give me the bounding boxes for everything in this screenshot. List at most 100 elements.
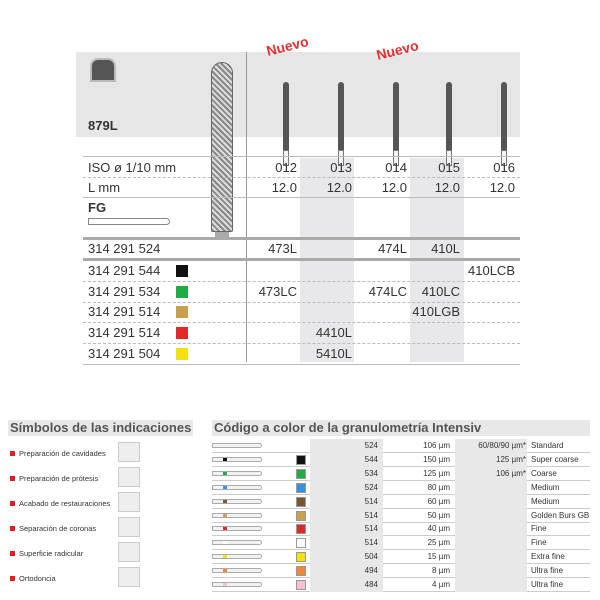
restoration-finishing-icon bbox=[118, 492, 140, 512]
order-code[interactable]: 410LGB bbox=[412, 304, 460, 320]
spec-value: 12.0 bbox=[381, 180, 407, 195]
grit-size: 8 µm bbox=[432, 566, 450, 576]
grit-color-swatch bbox=[176, 306, 188, 319]
spec-label: L mm bbox=[88, 180, 121, 195]
grit-name: Golden Burs GB bbox=[531, 510, 590, 520]
order-code[interactable]: 4410L bbox=[315, 325, 352, 341]
order-code[interactable]: 410LC bbox=[421, 283, 460, 299]
order-code[interactable]: 473LC bbox=[258, 283, 297, 299]
bur-diagram-icon bbox=[212, 582, 262, 587]
spec-value: 015 bbox=[438, 160, 460, 175]
grit-code: 524 bbox=[364, 482, 378, 492]
divider bbox=[83, 343, 520, 345]
grit-code: 514 bbox=[364, 510, 378, 520]
grit-color-swatch bbox=[296, 454, 306, 465]
bur-diagram-icon bbox=[212, 526, 262, 532]
spec-value: 12.0 bbox=[271, 180, 297, 195]
grit-name: Medium bbox=[531, 496, 560, 506]
product-code: 879L bbox=[88, 118, 118, 133]
grit-size: 150 µm bbox=[423, 454, 450, 464]
grit-row: 524 106 µm 60/80/90 µm* Standard bbox=[212, 439, 590, 453]
grit-code: 504 bbox=[364, 552, 378, 562]
grit-color-swatch bbox=[296, 524, 306, 535]
grit-color-swatch bbox=[296, 580, 306, 590]
order-ref: 314 291 544 bbox=[88, 263, 161, 278]
grit-size: 80 µm bbox=[427, 482, 450, 492]
grit-name: Coarse bbox=[531, 468, 557, 478]
divider bbox=[83, 281, 520, 282]
prosthesis-preparation-icon bbox=[90, 58, 116, 82]
grit-row: 484 4 µm Ultra fine bbox=[212, 578, 590, 592]
indication-label: Preparación de cavidades bbox=[10, 449, 106, 458]
grit-name: Fine bbox=[531, 538, 547, 548]
grit-code: 494 bbox=[364, 566, 378, 576]
order-code[interactable]: 410L bbox=[431, 241, 460, 256]
spec-value: 013 bbox=[330, 160, 352, 175]
spec-value: 016 bbox=[493, 160, 515, 175]
bur-diagram-icon bbox=[212, 512, 262, 518]
grit-name: Ultra fine bbox=[531, 566, 564, 576]
indication-label: Acabado de restauraciones bbox=[10, 499, 110, 508]
grit-code: 484 bbox=[364, 580, 378, 589]
product-header-band bbox=[76, 52, 520, 137]
grit-row: 514 25 µm Fine bbox=[212, 536, 590, 551]
bur-diagram-icon bbox=[212, 443, 262, 448]
grit-color-swatch bbox=[296, 482, 306, 493]
bur-diagram-icon bbox=[212, 484, 262, 490]
grit-row: 494 8 µm Ultra fine bbox=[212, 564, 590, 579]
grit-name: Ultra fine bbox=[531, 580, 564, 589]
bur-size-0 bbox=[283, 82, 289, 150]
order-code[interactable]: 5410L bbox=[315, 345, 352, 361]
grit-name: Super coarse bbox=[531, 454, 579, 464]
grit-color-swatch bbox=[296, 468, 306, 479]
order-code[interactable]: 474L bbox=[378, 241, 407, 256]
grit-code: 514 bbox=[364, 496, 378, 506]
order-ref: 314 291 514 bbox=[88, 325, 161, 341]
order-ref: 314 291 524 bbox=[88, 241, 161, 256]
bur-diagram-icon bbox=[212, 470, 262, 476]
grit-size: 60 µm bbox=[427, 496, 450, 506]
grit-code: 514 bbox=[364, 524, 378, 534]
spec-value: 12.0 bbox=[489, 180, 515, 195]
divider bbox=[83, 156, 520, 157]
bur-neck bbox=[215, 232, 229, 240]
bur-image bbox=[211, 62, 233, 232]
crown-separation-icon bbox=[118, 517, 140, 537]
order-ref: 314 291 534 bbox=[88, 283, 161, 299]
grit-color-swatch bbox=[296, 496, 306, 507]
indications-title: Símbolos de las indicaciones bbox=[8, 420, 193, 436]
bur-diagram-icon bbox=[212, 498, 262, 504]
grit-name: Fine bbox=[531, 524, 547, 534]
divider bbox=[83, 363, 520, 365]
bur-shank bbox=[338, 150, 344, 166]
bur-diagram-icon bbox=[212, 540, 262, 546]
grit-row: 504 15 µm Extra fine bbox=[212, 550, 590, 565]
order-code[interactable]: 474LC bbox=[368, 283, 407, 299]
grit-row: 534 125 µm 106 µm* Coarse bbox=[212, 466, 590, 481]
grit-size: 15 µm bbox=[427, 552, 450, 562]
orthodontics-icon bbox=[118, 567, 140, 587]
bur-shank bbox=[501, 150, 507, 166]
divider bbox=[83, 237, 520, 240]
grit-color-swatch bbox=[296, 552, 306, 563]
order-code[interactable]: 473L bbox=[268, 241, 297, 256]
bur-shank bbox=[283, 150, 289, 166]
divider bbox=[246, 52, 247, 362]
divider bbox=[83, 177, 520, 178]
divider bbox=[83, 301, 520, 303]
grit-row: 524 80 µm Medium bbox=[212, 480, 590, 495]
spec-value: 12.0 bbox=[326, 180, 352, 195]
grit-row: 544 150 µm 125 µm* Super coarse bbox=[212, 452, 590, 467]
divider bbox=[83, 197, 520, 198]
order-code[interactable]: 410LCB bbox=[468, 263, 515, 278]
indication-label: Separación de coronas bbox=[10, 524, 96, 533]
spec-value: 12.0 bbox=[434, 180, 460, 195]
prosthesis-preparation-icon bbox=[118, 467, 140, 487]
cavity-preparation-icon bbox=[118, 442, 140, 462]
indication-label: Superficie radicular bbox=[10, 549, 83, 558]
bur-size-4 bbox=[501, 82, 507, 150]
grit-code: 544 bbox=[364, 454, 378, 464]
grit-code: 514 bbox=[364, 538, 378, 548]
grit-size: 25 µm bbox=[427, 538, 450, 548]
divider bbox=[83, 258, 520, 261]
